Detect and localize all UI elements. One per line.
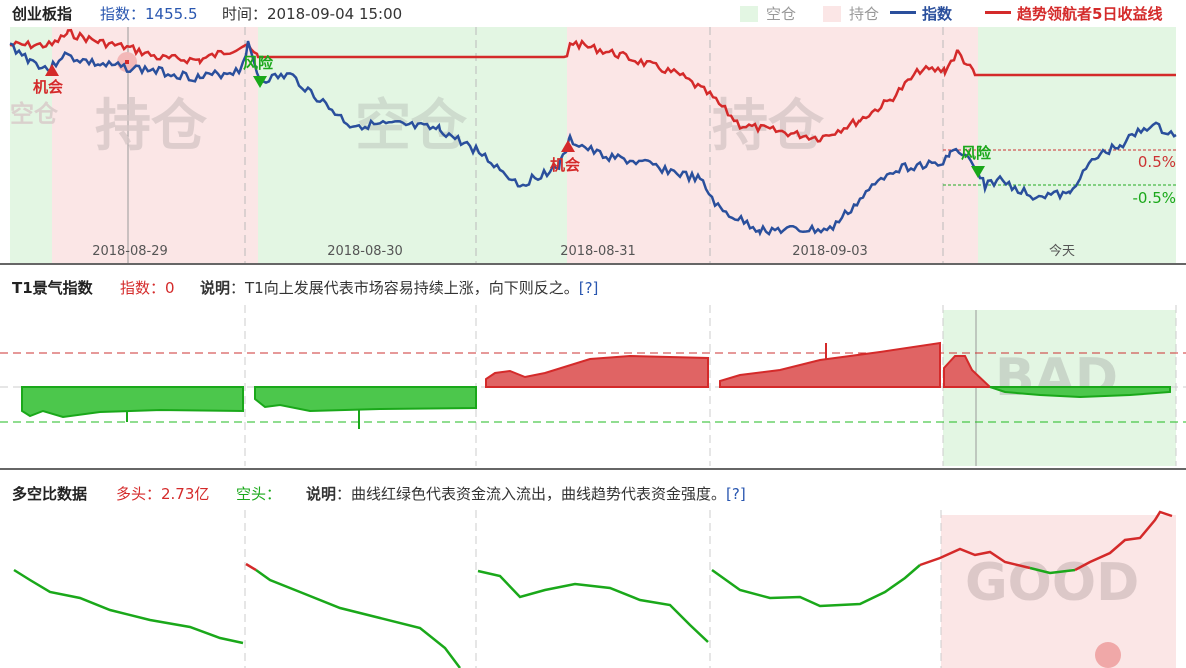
legend-index-line bbox=[890, 11, 916, 14]
help-link[interactable]: [?] bbox=[726, 485, 746, 503]
flow-line bbox=[477, 569, 709, 643]
flow-line bbox=[919, 547, 1031, 570]
short-value: 空头： bbox=[236, 485, 282, 503]
threshold-label: -0.5% bbox=[1132, 189, 1176, 207]
legend-empty-swatch bbox=[740, 6, 758, 22]
legend-profit[interactable]: 趋势领航者5日收益线 bbox=[985, 3, 1162, 24]
help-link[interactable]: [?] bbox=[578, 279, 599, 297]
panel2-title: T1景气指数 bbox=[12, 279, 93, 297]
current-marker bbox=[1095, 642, 1121, 668]
t1-area-negative bbox=[21, 386, 244, 419]
index-value: 指数：1455.5 bbox=[100, 5, 198, 23]
date-label: 2018-08-31 bbox=[560, 244, 636, 259]
desc-text: ：T1向上发展代表市场容易持续上涨，向下则反之。 bbox=[230, 279, 579, 297]
today-region bbox=[941, 515, 1176, 668]
t1-description: 说明：T1向上发展代表市场容易持续上涨，向下则反之。[?] bbox=[200, 277, 598, 298]
desc-label: 说明 bbox=[200, 279, 231, 297]
flow-line bbox=[711, 564, 921, 608]
t1-area-negative bbox=[254, 386, 477, 413]
watermark: 持仓 bbox=[95, 94, 208, 159]
flow-line bbox=[1074, 510, 1173, 572]
profit-line bbox=[9, 28, 1176, 143]
legend-hold-swatch bbox=[823, 6, 841, 22]
t1-area-positive bbox=[485, 354, 709, 388]
bg-empty bbox=[978, 27, 1176, 263]
flow-line bbox=[245, 562, 257, 572]
bg-hold bbox=[52, 27, 258, 263]
legend-profit-label: 趋势领航者5日收益线 bbox=[1017, 5, 1163, 23]
date-label: 今天 bbox=[1049, 243, 1075, 259]
legend-index-label: 指数 bbox=[922, 5, 953, 23]
panel1-title: 创业板指 bbox=[12, 5, 73, 23]
watermark: 空仓 bbox=[10, 100, 59, 128]
legend-empty-label: 空仓 bbox=[766, 5, 797, 23]
date-label: 2018-08-30 bbox=[327, 244, 403, 259]
signal-label: 机会 bbox=[550, 156, 580, 174]
signal-label: 风险 bbox=[961, 144, 992, 162]
signal-label: 风险 bbox=[243, 54, 274, 72]
legend-hold[interactable]: 持仓 bbox=[823, 3, 879, 24]
long-value: 多头：2.73亿 bbox=[116, 485, 210, 503]
desc-label: 说明 bbox=[306, 485, 337, 503]
index-line bbox=[9, 40, 1177, 237]
t1-area-negative bbox=[989, 386, 1171, 399]
risk-marker bbox=[253, 76, 267, 88]
threshold-label: 0.5% bbox=[1138, 153, 1176, 171]
time-value: 时间：2018-09-04 15:00 bbox=[222, 5, 403, 23]
signal-label: 机会 bbox=[33, 78, 63, 96]
flow-line bbox=[1029, 566, 1076, 575]
t1-area-positive bbox=[719, 341, 941, 388]
risk-marker bbox=[971, 166, 985, 178]
bg-empty bbox=[10, 27, 52, 263]
watermark: BAD bbox=[995, 348, 1118, 408]
t1-index-value: 指数：0 bbox=[120, 279, 175, 297]
opportunity-marker bbox=[45, 64, 59, 76]
current-marker-dot bbox=[125, 60, 129, 64]
watermark: GOOD bbox=[965, 553, 1139, 613]
date-label: 2018-09-03 bbox=[792, 244, 868, 259]
day-dividers bbox=[244, 510, 942, 668]
legend-hold-label: 持仓 bbox=[849, 5, 880, 23]
watermark: 空仓 bbox=[355, 94, 468, 159]
flow-line bbox=[13, 568, 244, 645]
bg-empty bbox=[258, 27, 567, 263]
opportunity-marker bbox=[561, 140, 575, 152]
flow-line bbox=[255, 568, 461, 668]
panel3-title: 多空比数据 bbox=[12, 485, 88, 503]
flow-description: 说明：曲线红绿色代表资金流入流出，曲线趋势代表资金强度。[?] bbox=[306, 483, 746, 504]
desc-text: ：曲线红绿色代表资金流入流出，曲线趋势代表资金强度。 bbox=[336, 485, 727, 503]
legend-profit-line bbox=[985, 11, 1011, 14]
legend-empty[interactable]: 空仓 bbox=[740, 3, 796, 24]
bg-hold bbox=[567, 27, 978, 263]
legend-index[interactable]: 指数 bbox=[890, 3, 952, 24]
date-label: 2018-08-29 bbox=[92, 244, 168, 259]
